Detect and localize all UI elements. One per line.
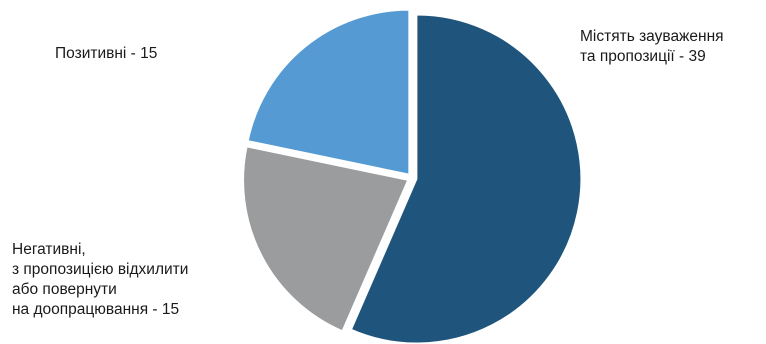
pie-slice-positive xyxy=(247,9,410,175)
slice-label-positive: Позитивні - 15 xyxy=(55,45,158,62)
pie-slice-negative xyxy=(243,146,409,332)
pie-slice-remarks xyxy=(350,14,582,344)
slice-label-negative: Негативні, з пропозицією відхилити або п… xyxy=(12,241,189,318)
slice-label-remarks: Містять зауваження та пропозиції - 39 xyxy=(580,28,724,65)
